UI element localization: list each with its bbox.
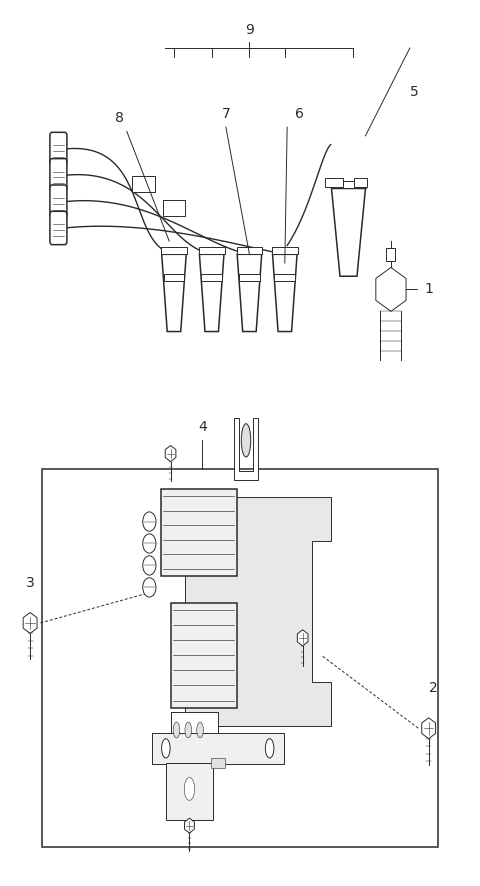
Polygon shape <box>170 712 218 748</box>
Polygon shape <box>237 254 262 331</box>
Bar <box>275 275 295 282</box>
Text: 9: 9 <box>245 24 254 37</box>
FancyBboxPatch shape <box>50 132 67 166</box>
Polygon shape <box>376 268 406 311</box>
Polygon shape <box>422 718 436 739</box>
Bar <box>152 733 284 764</box>
Polygon shape <box>170 602 237 708</box>
Ellipse shape <box>143 512 156 532</box>
Polygon shape <box>297 630 308 646</box>
Bar <box>239 275 260 282</box>
Ellipse shape <box>185 722 192 738</box>
Bar <box>211 758 225 768</box>
Polygon shape <box>185 497 331 726</box>
Bar <box>163 200 185 215</box>
Polygon shape <box>354 178 367 187</box>
Text: 5: 5 <box>410 85 419 99</box>
Text: 1: 1 <box>424 283 433 297</box>
Text: 7: 7 <box>221 107 230 120</box>
Bar <box>272 246 298 254</box>
Text: 4: 4 <box>198 420 207 434</box>
Text: 2: 2 <box>429 680 438 695</box>
Bar <box>331 181 366 189</box>
Ellipse shape <box>265 739 274 758</box>
FancyBboxPatch shape <box>50 211 67 245</box>
Bar <box>386 248 396 260</box>
Polygon shape <box>234 418 258 480</box>
Ellipse shape <box>241 424 251 457</box>
Polygon shape <box>273 254 297 331</box>
Ellipse shape <box>184 778 194 800</box>
Ellipse shape <box>197 722 204 738</box>
Polygon shape <box>165 446 176 462</box>
Bar <box>201 275 222 282</box>
Polygon shape <box>332 189 365 276</box>
FancyBboxPatch shape <box>50 159 67 192</box>
Bar <box>42 470 438 847</box>
Bar <box>161 246 187 254</box>
Text: 6: 6 <box>296 107 304 120</box>
Ellipse shape <box>162 739 170 758</box>
Ellipse shape <box>143 578 156 597</box>
Bar <box>199 246 225 254</box>
Ellipse shape <box>143 556 156 575</box>
Polygon shape <box>23 612 37 633</box>
Polygon shape <box>161 489 237 577</box>
Text: 3: 3 <box>26 576 35 589</box>
Bar <box>164 275 184 282</box>
Ellipse shape <box>143 534 156 553</box>
Polygon shape <box>199 254 224 331</box>
Polygon shape <box>324 178 343 187</box>
Bar <box>132 176 155 192</box>
Polygon shape <box>162 254 186 331</box>
Bar <box>166 763 213 820</box>
Text: 8: 8 <box>115 112 124 125</box>
FancyBboxPatch shape <box>50 185 67 218</box>
Bar <box>237 246 262 254</box>
Ellipse shape <box>173 722 180 738</box>
Polygon shape <box>184 818 194 833</box>
